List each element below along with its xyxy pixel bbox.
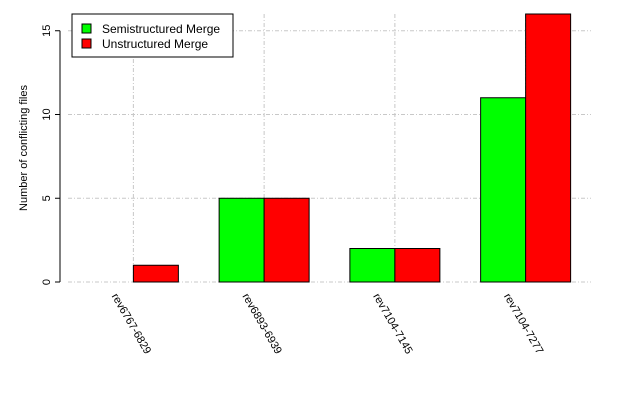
- legend-swatch: [81, 38, 92, 49]
- x-tick-label: rev7104-7145: [370, 292, 414, 357]
- bar-semistructured-2: [218, 197, 265, 283]
- y-tick-label: 5: [41, 195, 53, 201]
- y-tick-label: 15: [41, 25, 53, 37]
- bar-unstructured-2: [263, 197, 310, 283]
- x-tick-label: rev6767-6829: [109, 292, 153, 357]
- legend-label: Unstructured Merge: [102, 37, 208, 51]
- bar-unstructured-1: [132, 264, 179, 283]
- bar-unstructured-4: [525, 13, 572, 283]
- bars: [132, 13, 572, 283]
- bar-semistructured-3: [349, 248, 396, 283]
- legend-swatch: [81, 23, 92, 34]
- legend-box: [71, 13, 234, 58]
- y-tick-label: 10: [41, 108, 53, 120]
- x-axis: rev6767-6829 rev6893-6939 rev7104-7145 rev7…: [109, 292, 546, 357]
- bar-semistructured-4: [480, 97, 527, 283]
- x-tick-label: rev7104-7277: [501, 292, 545, 357]
- y-axis-title: Number of conflicting files: [18, 85, 30, 211]
- x-tick-label: rev6893-6939: [240, 292, 284, 357]
- legend-label: Semistructured Merge: [102, 22, 220, 36]
- bar-unstructured-3: [394, 248, 441, 283]
- y-axis: 0 5 10 15: [41, 25, 61, 285]
- y-tick-label: 0: [41, 279, 53, 285]
